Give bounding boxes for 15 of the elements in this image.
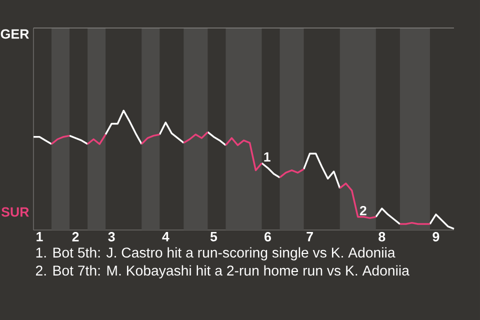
x-tick-label: 3 — [108, 232, 115, 242]
annotation: 1 — [264, 152, 270, 162]
text: GER — [0, 29, 29, 39]
text: 2. Bot 7th: M. Kobayashi hit a 2-run home run vs K. Adoniia — [36, 265, 410, 278]
x-tick-label: 7 — [306, 232, 313, 242]
x-tick-label: 5 — [210, 232, 218, 242]
x-tick-label: 8 — [378, 232, 386, 242]
annotation: 2 — [360, 206, 366, 216]
x-tick-label: 4 — [162, 232, 170, 242]
x-tick-label: 2 — [72, 232, 79, 242]
x-tick-label: 9 — [432, 232, 440, 242]
x-tick-label: 6 — [264, 232, 271, 242]
text: 1. Bot 5th: J. Castro hit a run-scoring single vs K. Adoniia — [36, 247, 396, 260]
x-tick-label: 1 — [36, 232, 43, 242]
text: SUR — [1, 207, 29, 217]
